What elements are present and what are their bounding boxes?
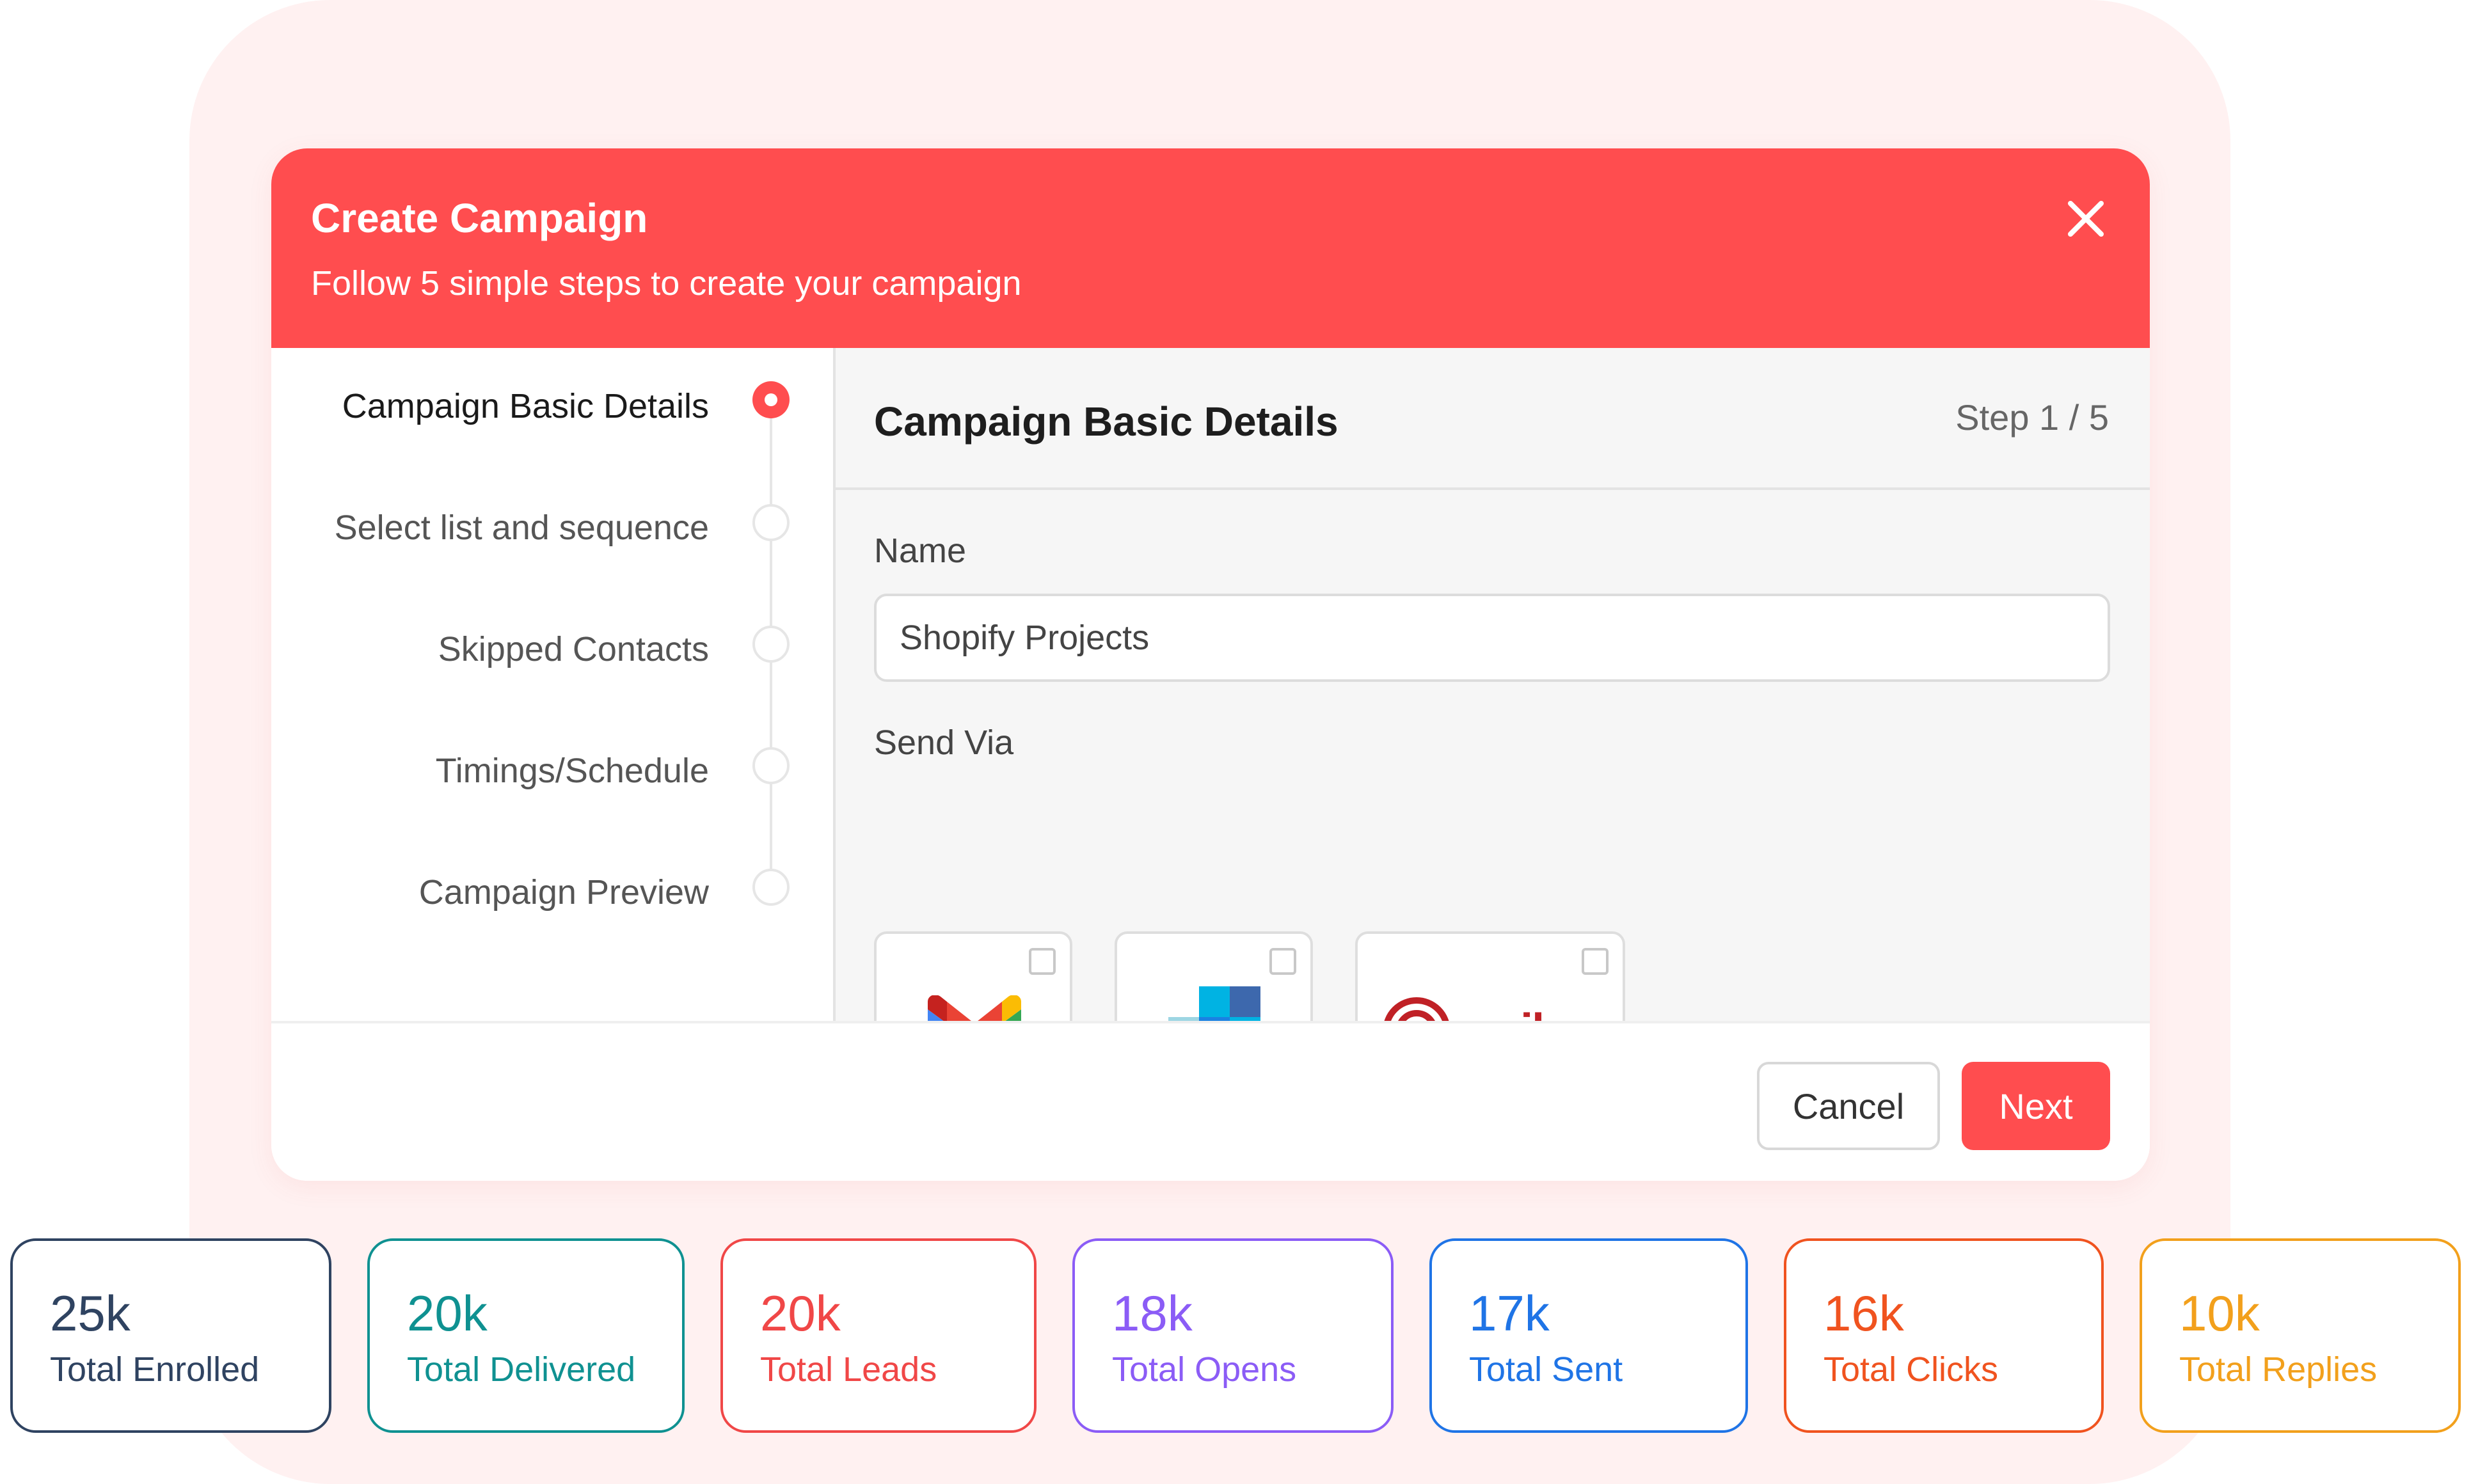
stat-value: 20k	[760, 1285, 841, 1341]
step-counter: Step 1 / 5	[1955, 397, 2109, 438]
step-indicator	[752, 626, 790, 663]
stat-label: Total Enrolled	[50, 1350, 260, 1389]
content-header: Campaign Basic Details Step 1 / 5	[836, 348, 2150, 490]
next-button[interactable]: Next	[1962, 1062, 2110, 1150]
cancel-button[interactable]: Cancel	[1757, 1062, 1940, 1150]
steps-sidebar: Campaign Basic Details Select list and s…	[271, 348, 836, 1021]
step-skipped-contacts[interactable]: Skipped Contacts	[438, 630, 709, 668]
stat-label: Total Leads	[760, 1350, 937, 1389]
stat-label: Total Sent	[1469, 1350, 1623, 1389]
stat-value: 10k	[2179, 1285, 2260, 1341]
stat-card-total-opens: 18k Total Opens	[1072, 1238, 1394, 1433]
step-select-list-and-sequence[interactable]: Select list and sequence	[334, 509, 709, 547]
content-title: Campaign Basic Details	[874, 399, 1339, 445]
close-button[interactable]	[2060, 193, 2111, 244]
stat-value: 16k	[1823, 1285, 1904, 1341]
stat-card-total-clicks: 16k Total Clicks	[1784, 1238, 2104, 1433]
step-content: Campaign Basic Details Step 1 / 5 Name S…	[836, 348, 2150, 1127]
provider-checkbox[interactable]	[1269, 948, 1296, 975]
stat-card-total-delivered: 20k Total Delivered	[367, 1238, 685, 1433]
stat-card-total-leads: 20k Total Leads	[720, 1238, 1037, 1433]
stat-card-total-enrolled: 25k Total Enrolled	[10, 1238, 331, 1433]
step-indicator	[752, 504, 790, 541]
stat-label: Total Clicks	[1823, 1350, 1999, 1389]
stat-value: 20k	[407, 1285, 488, 1341]
modal-subtitle: Follow 5 simple steps to create your cam…	[311, 264, 1022, 303]
stat-label: Total Delivered	[407, 1350, 636, 1389]
create-campaign-modal: Create Campaign Follow 5 simple steps to…	[271, 148, 2150, 1181]
modal-title: Create Campaign	[311, 195, 648, 241]
stat-value: 25k	[50, 1285, 131, 1341]
provider-checkbox[interactable]	[1029, 948, 1056, 975]
step-timings-schedule[interactable]: Timings/Schedule	[435, 752, 709, 790]
provider-checkbox[interactable]	[1582, 948, 1609, 975]
stat-card-total-sent: 17k Total Sent	[1429, 1238, 1748, 1433]
step-indicator	[752, 869, 790, 906]
stat-card-total-replies: 10k Total Replies	[2140, 1238, 2461, 1433]
stat-label: Total Opens	[1112, 1350, 1297, 1389]
modal-header: Create Campaign Follow 5 simple steps to…	[271, 148, 2150, 348]
step-campaign-basic-details[interactable]: Campaign Basic Details	[342, 387, 709, 425]
name-input[interactable]	[874, 594, 2110, 682]
stat-value: 18k	[1112, 1285, 1193, 1341]
step-campaign-preview[interactable]: Campaign Preview	[418, 873, 709, 912]
stat-label: Total Replies	[2179, 1350, 2378, 1389]
step-indicator	[752, 747, 790, 784]
send-via-label: Send Via	[874, 723, 1014, 762]
stat-value: 17k	[1469, 1285, 1550, 1341]
name-label: Name	[874, 532, 967, 570]
step-indicator-active	[752, 381, 790, 418]
close-icon	[2068, 201, 2104, 237]
